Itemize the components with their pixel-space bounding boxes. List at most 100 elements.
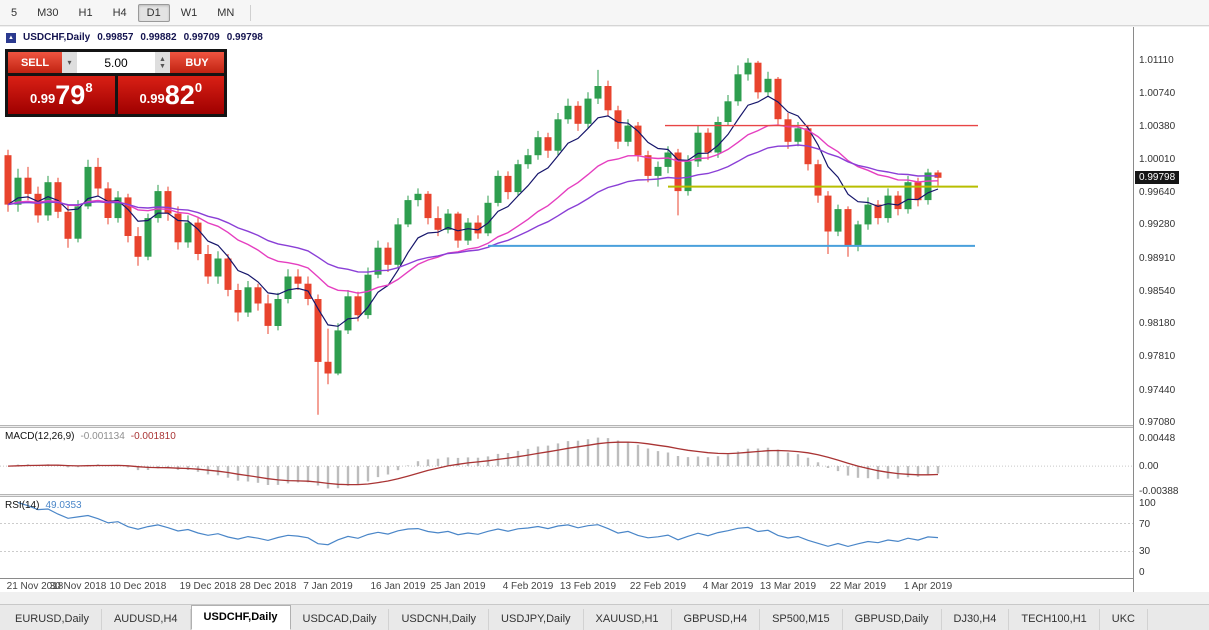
rsi-value: 49.0353: [45, 500, 82, 511]
timeframe-button-5[interactable]: 5: [11, 6, 18, 19]
price-scale-label: 0.99640: [1139, 187, 1176, 198]
volume-input[interactable]: 5.00: [77, 52, 155, 73]
price-scale-label: 0.97080: [1139, 417, 1176, 428]
ask-pips: 82: [164, 80, 195, 110]
time-axis: 21 Nov 2018 30 Nov 2018 10 Dec 2018 19 Dec …: [0, 578, 1133, 592]
time-axis-label: 21 Nov 2018: [6, 581, 64, 592]
price-scale-label: 0.98180: [1139, 318, 1176, 329]
macd-scale-label: 0.00: [1139, 461, 1159, 472]
stepper-down-icon[interactable]: ▼: [159, 62, 166, 70]
macd-label: MACD(12,26,9): [5, 431, 75, 442]
rsi-scale-label: 70: [1139, 519, 1151, 530]
time-axis-label: 30 Nov 2018: [49, 581, 107, 592]
toolbar-separator: [250, 4, 252, 21]
rsi-scale-label: 30: [1139, 546, 1151, 557]
chart-tab-sp500-m15[interactable]: SP500,M15: [760, 609, 843, 630]
timeframe-button-h4[interactable]: H4: [112, 6, 127, 19]
time-axis-label: 22 Mar 2019: [829, 581, 887, 592]
price-scale-label: 0.99280: [1139, 219, 1176, 230]
macd-header: MACD(12,26,9) -0.001134 -0.001810: [5, 431, 176, 442]
chart-tab-audusd-h4[interactable]: AUDUSD,H4: [102, 609, 191, 630]
chart-high-value: 0.99882: [140, 32, 177, 43]
time-axis-label: 19 Dec 2018: [179, 581, 237, 592]
chart-open-value: 0.99857: [97, 32, 134, 43]
macd-signal-value: -0.001810: [130, 431, 176, 442]
chart-tab-usdjpy-daily[interactable]: USDJPY,Daily: [489, 609, 584, 630]
rsi-scale-label: 0: [1139, 567, 1145, 578]
price-scale-label: 0.97440: [1139, 385, 1176, 396]
sell-price-button[interactable]: 0.99 79 8: [8, 76, 115, 114]
moving-average-7-line: [7, 95, 939, 327]
one-click-trading-panel: SELL ▾ 5.00 ▲ ▼ BUY 0.99 79 8 0.99 82 0: [5, 49, 227, 117]
price-scale-label: 0.97810: [1139, 351, 1176, 362]
rsi-line: [17, 502, 939, 548]
chart-symbol-label: USDCHF,Daily: [23, 32, 91, 43]
chart-tab-xauusd-h1[interactable]: XAUUSD,H1: [584, 609, 672, 630]
bid-big-figure: 0.99: [29, 91, 56, 106]
buy-price-button[interactable]: 0.99 82 0: [117, 76, 224, 114]
main-chart-pane[interactable]: ▲ USDCHF,Daily 0.99857 0.99882 0.99709 0…: [0, 27, 1133, 425]
chart-tab-gbpusd-h4[interactable]: GBPUSD,H4: [672, 609, 761, 630]
bid-pips: 79: [55, 80, 86, 110]
moving-average-20-line: [7, 124, 939, 294]
ask-big-figure: 0.99: [139, 91, 165, 106]
price-scale-label: 0.98910: [1139, 253, 1176, 264]
chart-collapse-icon[interactable]: ▲: [6, 32, 16, 43]
time-axis-label: 16 Jan 2019: [370, 581, 426, 592]
chart-header: ▲ USDCHF,Daily 0.99857 0.99882 0.99709 0…: [6, 32, 263, 43]
chart-tab-ukc[interactable]: UKC: [1100, 609, 1148, 630]
time-axis-label: 13 Feb 2019: [559, 581, 617, 592]
timeframe-button-h1[interactable]: H1: [78, 6, 93, 19]
chart-tab-tech100-h1[interactable]: TECH100,H1: [1009, 609, 1100, 630]
time-axis-label: 22 Feb 2019: [629, 581, 687, 592]
volume-stepper[interactable]: ▲ ▼: [155, 52, 170, 73]
sell-button[interactable]: SELL: [8, 52, 62, 73]
rsi-chart: [0, 502, 1133, 552]
macd-indicator-pane[interactable]: MACD(12,26,9) -0.001134 -0.001810: [0, 428, 1133, 494]
timeframe-button-w1[interactable]: W1: [180, 6, 198, 19]
time-axis-label: 4 Feb 2019: [502, 581, 554, 592]
moving-average-34-line: [7, 144, 939, 273]
timeframe-button-m30[interactable]: M30: [37, 6, 59, 19]
chart-tab-usdcnh-daily[interactable]: USDCNH,Daily: [389, 609, 490, 630]
timeframe-toolbar: 5 M30 H1 H4 D1 W1 MN: [0, 0, 1209, 26]
candlestick-chart: [4, 58, 978, 415]
rsi-header: RSI(14) 49.0353: [5, 500, 82, 511]
timeframe-button-mn[interactable]: MN: [217, 6, 235, 19]
time-axis-label: 28 Dec 2018: [239, 581, 297, 592]
time-axis-label: 1 Apr 2019: [903, 581, 953, 592]
timeframe-button-d1[interactable]: D1: [137, 3, 170, 22]
macd-scale-label: 0.00448: [1139, 433, 1176, 444]
bid-point: 8: [85, 80, 93, 95]
macd-main-value: -0.001134: [80, 431, 125, 442]
pane-divider[interactable]: [0, 494, 1133, 497]
macd-chart: [0, 437, 1133, 489]
pane-divider[interactable]: [0, 425, 1133, 428]
chart-low-value: 0.99709: [183, 32, 220, 43]
chart-window: ▲ USDCHF,Daily 0.99857 0.99882 0.99709 0…: [0, 27, 1209, 592]
rsi-scale-label: 100: [1139, 498, 1156, 509]
time-axis-label: 13 Mar 2019: [759, 581, 817, 592]
chart-close-value: 0.99798: [226, 32, 263, 43]
buy-button[interactable]: BUY: [170, 52, 224, 73]
price-scale-label: 1.00740: [1139, 88, 1176, 99]
ask-point: 0: [194, 80, 203, 95]
macd-signal-line: [7, 441, 939, 486]
time-axis-label: 4 Mar 2019: [702, 581, 754, 592]
chart-tab-eurusd-daily[interactable]: EURUSD,Daily: [3, 609, 102, 630]
volume-dropdown-icon[interactable]: ▾: [62, 52, 77, 73]
chart-tab-usdchf-daily[interactable]: USDCHF,Daily: [190, 605, 291, 630]
price-scale-label: 1.00010: [1139, 154, 1176, 165]
stepper-up-icon[interactable]: ▲: [159, 55, 166, 63]
time-axis-label: 7 Jan 2019: [303, 581, 353, 592]
macd-scale-label: -0.00388: [1139, 486, 1179, 497]
price-scale-label: 1.00380: [1139, 121, 1176, 132]
chart-tab-usdcad-daily[interactable]: USDCAD,Daily: [291, 609, 390, 630]
chart-tab-gbpusd-daily[interactable]: GBPUSD,Daily: [843, 609, 942, 630]
current-price-badge: 0.99798: [1135, 171, 1180, 184]
rsi-label: RSI(14): [5, 500, 40, 511]
rsi-indicator-pane[interactable]: RSI(14) 49.0353: [0, 497, 1133, 578]
chart-tab-dj30-h4[interactable]: DJ30,H4: [942, 609, 1010, 630]
time-axis-label: 25 Jan 2019: [430, 581, 486, 592]
